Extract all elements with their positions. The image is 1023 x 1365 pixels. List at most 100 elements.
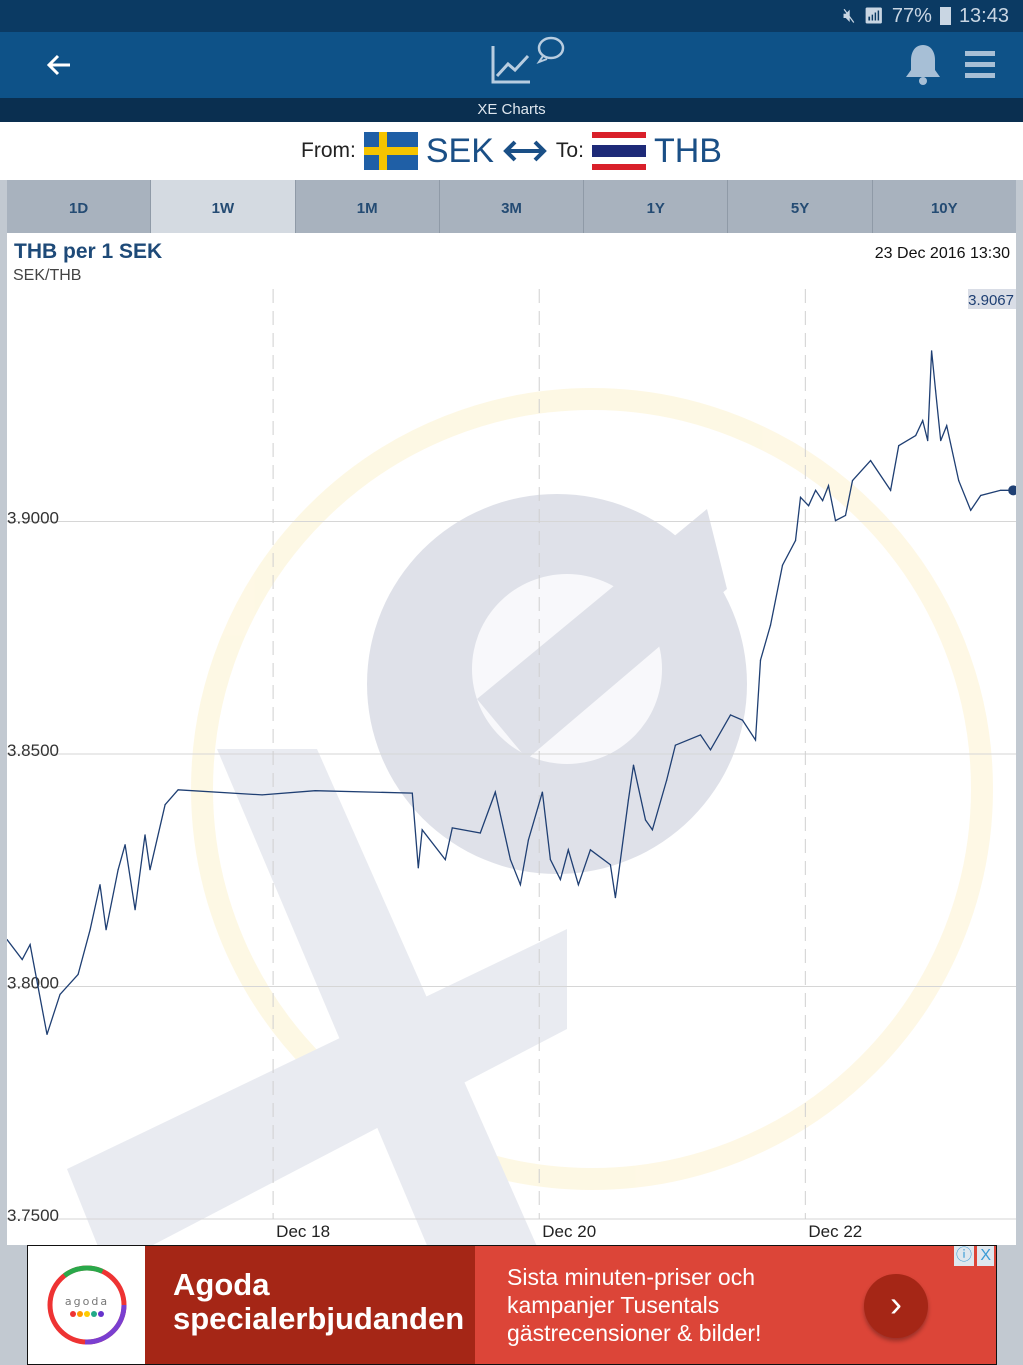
data-point [314, 790, 316, 792]
ad-body: Sista minuten-priser och kampanjer Tusen… [507, 1264, 762, 1347]
data-point [980, 494, 982, 497]
data-point [59, 993, 61, 996]
currency-pair: SEK/THB [13, 267, 82, 284]
data-point [29, 944, 31, 946]
data-point [77, 973, 79, 976]
ad-banner[interactable]: agoda Agoda specialerbjudanden Sista min… [27, 1245, 997, 1365]
ad-go-button[interactable]: › [864, 1274, 928, 1338]
x-tick-label: Dec 20 [542, 1222, 596, 1241]
sweden-flag-icon[interactable] [363, 132, 418, 170]
data-point [7, 938, 8, 941]
tab-1d[interactable]: 1D [7, 180, 152, 233]
data-point [922, 419, 924, 422]
data-point [814, 489, 817, 491]
last-point-marker [1008, 485, 1016, 496]
data-point [799, 496, 802, 498]
y-tick-label: 3.9000 [7, 509, 59, 528]
data-point [144, 834, 146, 836]
data-point [898, 445, 900, 447]
data-point [444, 858, 446, 861]
data-point [541, 791, 543, 793]
tab-5y[interactable]: 5Y [728, 180, 873, 233]
menu-icon[interactable] [965, 50, 995, 80]
clock: 13:43 [958, 4, 1009, 27]
data-point [674, 744, 677, 746]
from-currency[interactable]: SEK [425, 131, 494, 170]
data-point [651, 829, 654, 831]
data-point [946, 425, 948, 427]
tab-1w[interactable]: 1W [151, 180, 296, 233]
ad-close-icon[interactable]: X [977, 1246, 994, 1266]
y-tick-label: 3.7500 [7, 1206, 59, 1225]
data-point [769, 624, 772, 626]
data-point [794, 539, 797, 542]
xe-watermark [67, 388, 993, 1245]
app-title: XE Charts [0, 98, 1023, 122]
back-arrow-icon[interactable] [44, 52, 74, 78]
thailand-flag-icon[interactable] [591, 132, 646, 170]
to-currency[interactable]: THB [653, 131, 722, 170]
data-point [699, 734, 702, 736]
data-point [89, 929, 91, 931]
data-point [869, 459, 872, 462]
status-bar: 🔇︎ 📶︎ 77% 13:43 [0, 0, 1023, 32]
data-point [479, 832, 481, 834]
chart-panel: THB per 1 SEK SEK/THB 23 Dec 2016 13:30 … [7, 233, 1016, 1245]
data-point [1000, 489, 1002, 491]
ad-info-icon[interactable]: ⓘ [953, 1246, 974, 1266]
data-point [134, 909, 136, 911]
bell-icon[interactable] [903, 42, 943, 86]
wifi-icon: 📶︎ [863, 8, 884, 25]
data-point [614, 897, 616, 899]
data-point [915, 434, 917, 437]
data-point [589, 849, 592, 851]
data-point [709, 749, 712, 751]
data-point [781, 564, 784, 566]
y-tick-label: 3.8500 [7, 741, 59, 760]
x-tick-label: Dec 22 [808, 1222, 862, 1241]
range-tabs: 1D 1W 1M 3M 1Y 5Y 10Y [7, 180, 1016, 233]
data-point [822, 499, 824, 502]
data-point [632, 764, 635, 766]
data-point [509, 858, 511, 861]
data-point [627, 799, 629, 801]
data-point [970, 509, 972, 511]
data-point [549, 858, 552, 861]
ad-headline[interactable]: Agoda specialerbjudanden [145, 1246, 475, 1364]
chart-timestamp: 23 Dec 2016 13:30 [874, 245, 1010, 262]
data-point [417, 867, 419, 869]
battery-level: 77% [891, 4, 932, 27]
svg-text:agoda: agoda [64, 1295, 108, 1308]
mute-icon: 🔇︎ [842, 4, 856, 27]
tab-1y[interactable]: 1Y [584, 180, 729, 233]
data-point [827, 485, 830, 487]
tab-10y[interactable]: 10Y [872, 180, 1016, 233]
x-tick-label: Dec 18 [276, 1222, 330, 1241]
last-value-badge [968, 289, 1016, 309]
data-point [807, 505, 810, 507]
tab-1m[interactable]: 1M [295, 180, 440, 233]
data-point [105, 929, 107, 931]
data-point [99, 884, 101, 886]
rate-chart[interactable]: 3.7500 3.8000 3.8500 3.9000 Dec 18 Dec 20 Dec … [7, 289, 1016, 1245]
data-point [844, 514, 847, 517]
swap-icon[interactable] [502, 137, 548, 165]
data-point [149, 869, 151, 871]
data-point [164, 804, 166, 806]
data-point [754, 739, 757, 741]
chart-title: THB per 1 SEK [14, 240, 163, 263]
data-point [935, 390, 937, 392]
to-label: To: [555, 139, 584, 162]
data-point [577, 884, 579, 886]
data-point [46, 1033, 48, 1035]
chart-logo-icon [491, 36, 565, 84]
data-point [421, 829, 423, 831]
agoda-logo: agoda [28, 1246, 145, 1364]
last-value-label: 3.9067 [968, 292, 1014, 309]
data-point [261, 794, 263, 796]
tab-3m[interactable]: 3M [439, 180, 585, 233]
data-point [890, 489, 892, 491]
data-point [834, 519, 837, 522]
data-point [411, 792, 413, 794]
data-point [519, 884, 521, 886]
